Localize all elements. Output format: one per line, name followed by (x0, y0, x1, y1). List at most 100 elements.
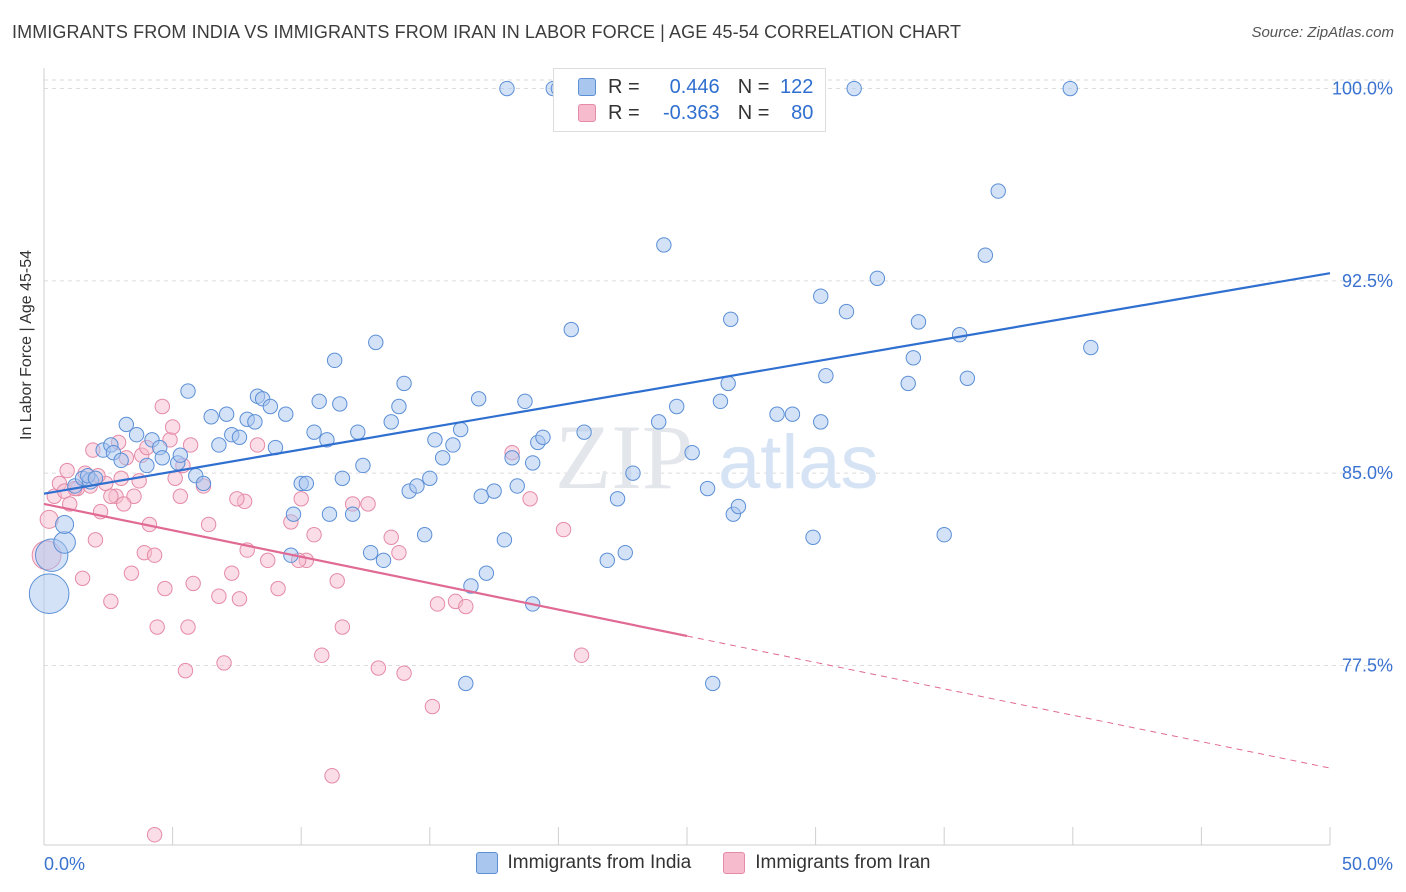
india-point (563, 321, 579, 338)
india-point (172, 447, 189, 463)
iran-point (360, 496, 376, 512)
iran-point (396, 665, 412, 681)
india-point (900, 375, 916, 392)
iran-legend-label: Immigrants from Iran (755, 852, 931, 873)
y-tick-label: 77.5% (1342, 655, 1393, 675)
iran-point (185, 575, 201, 592)
india-point (113, 452, 129, 469)
india-point (368, 334, 384, 351)
india-point (504, 450, 520, 466)
india-point (838, 303, 855, 320)
iran-point (149, 619, 165, 635)
india-point (478, 565, 495, 581)
india-point (769, 406, 785, 422)
iran-point (211, 588, 227, 604)
india-point (362, 544, 379, 561)
india-point (383, 414, 399, 430)
correlation-legend: R = 0.446 N = 122 R = -0.363 N = 80 (553, 68, 826, 132)
india-point (846, 80, 862, 97)
india-n-value: 122 (780, 75, 814, 98)
india-point (625, 465, 641, 481)
india-trend-line (43, 272, 1331, 495)
india-point (576, 424, 592, 440)
india-point (458, 675, 474, 692)
india-point (218, 406, 235, 422)
india-point (720, 375, 736, 392)
india-point (326, 352, 343, 369)
india-point (396, 375, 412, 392)
iran-point (231, 591, 248, 607)
india-point (434, 450, 451, 466)
watermark-zip: ZIP (555, 406, 693, 508)
india-point (262, 398, 279, 415)
india-point (730, 498, 747, 515)
trend-lines (43, 272, 1331, 769)
iran-point (383, 529, 399, 545)
iran-point (329, 573, 345, 589)
india-point (499, 80, 515, 97)
iran-trend-extension (686, 635, 1331, 769)
chart-title: IMMIGRANTS FROM INDIA VS IMMIGRANTS FROM… (12, 22, 962, 42)
x-tick-label: 0.0% (44, 854, 85, 874)
iran-point (229, 491, 245, 507)
india-point (321, 506, 338, 522)
legend-row-india: R = 0.446 N = 122 (578, 74, 813, 100)
iran-point (177, 662, 194, 679)
india-point (180, 383, 196, 399)
india-point (452, 421, 469, 438)
iran-n-label: N = (737, 101, 770, 124)
india-point (298, 475, 315, 492)
iran-point (167, 470, 183, 486)
india-point (332, 396, 348, 412)
india-point (699, 480, 716, 497)
india-point (1083, 339, 1099, 356)
legend-item-india[interactable]: Immigrants from India (475, 852, 692, 874)
iran-point (123, 565, 140, 581)
india-point (445, 437, 461, 453)
india-point (905, 350, 922, 366)
source-credit: Source: ZipAtlas.com (1251, 24, 1394, 41)
india-legend-swatch (475, 852, 498, 874)
india-point (609, 491, 626, 507)
india-point (53, 531, 76, 554)
india-point (118, 416, 135, 433)
india-point (818, 368, 834, 384)
india-point (1062, 80, 1078, 97)
india-point (427, 432, 443, 448)
tick-labels: 77.5% 85.0% 92.5% 100.0% 0.0% 50.0% (44, 79, 1393, 874)
x-tick-label: 50.0% (1342, 854, 1393, 874)
india-legend-label: Immigrants from India (507, 852, 692, 873)
india-point (231, 429, 248, 445)
india-point (139, 457, 155, 474)
axes (43, 68, 1331, 846)
iran-point (324, 768, 340, 784)
india-point (278, 406, 294, 422)
gridlines (44, 79, 1390, 666)
india-point (617, 544, 633, 561)
india-point (910, 314, 927, 330)
india-point (154, 450, 171, 466)
iran-point (116, 496, 132, 512)
india-point (203, 409, 219, 425)
india-point (990, 183, 1006, 199)
y-tick-label: 100.0% (1332, 79, 1393, 99)
india-point (463, 578, 479, 594)
india-point (409, 478, 425, 494)
india-point (391, 398, 407, 415)
india-point (496, 532, 513, 548)
iran-swatch (578, 104, 596, 122)
watermark: ZIP atlas (555, 406, 879, 508)
iran-point (74, 570, 91, 587)
india-point (813, 414, 829, 430)
legend-item-iran[interactable]: Immigrants from Iran (723, 852, 931, 874)
india-point (211, 437, 227, 453)
series-legend: Immigrants from India Immigrants from Ir… (0, 852, 1406, 874)
iran-point (555, 521, 572, 538)
india-point (416, 527, 433, 543)
india-point (656, 237, 672, 253)
iran-point (573, 647, 590, 663)
india-point (350, 424, 366, 440)
iran-point (306, 527, 322, 543)
india-point (55, 514, 75, 534)
